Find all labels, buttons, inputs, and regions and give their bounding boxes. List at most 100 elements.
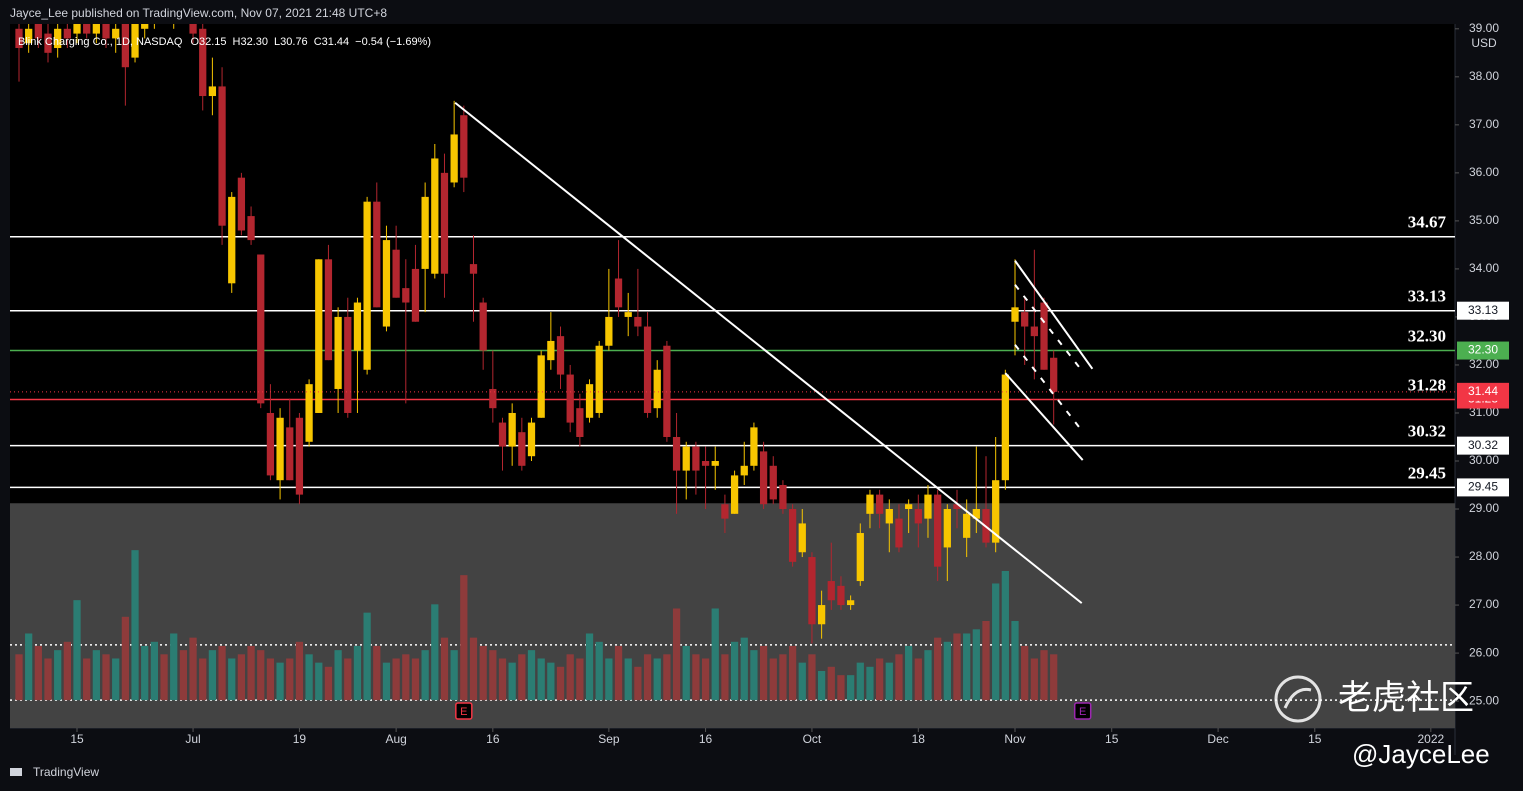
candle-body [402, 288, 410, 303]
volume-bar [605, 658, 613, 701]
level-box-label: 32.30 [1468, 343, 1498, 357]
volume-bar [769, 658, 777, 701]
candle-body [218, 86, 226, 226]
volume-bar [208, 650, 217, 701]
volume-bar [353, 645, 362, 701]
trendline [454, 101, 1083, 604]
y-tick-label: 31.00 [1469, 405, 1499, 419]
y-tick-label: 27.00 [1469, 597, 1499, 611]
watermark: 老虎社区 [1338, 679, 1474, 717]
legend-item: O32.15 [190, 36, 226, 48]
volume-bar [402, 654, 410, 701]
candle-body [489, 388, 497, 409]
candle-body [382, 240, 391, 327]
volume-bar [150, 641, 159, 701]
x-tick-label: 2022 [1417, 732, 1444, 746]
candle-body [344, 316, 352, 413]
candle-body [34, 24, 42, 39]
level-box-label: 33.13 [1468, 303, 1498, 317]
candle-body [1021, 312, 1029, 327]
volume-bar [363, 612, 371, 701]
volume-bar [315, 662, 323, 701]
candle-body [112, 28, 120, 39]
candle-body [257, 254, 265, 404]
candle-body [798, 523, 806, 553]
level-label: 29.45 [1408, 463, 1446, 482]
volume-bar [179, 650, 188, 701]
level-box [1457, 301, 1509, 320]
candle-body [247, 216, 255, 241]
candle-body [672, 436, 681, 471]
volume-bar [518, 654, 526, 701]
volume-bar [817, 670, 826, 701]
volume-bar [218, 645, 226, 701]
candle-body [73, 24, 81, 34]
candle-body [295, 417, 304, 495]
volume-bar [682, 645, 690, 701]
volume-bar [672, 608, 681, 701]
volume-bar [856, 662, 864, 701]
candle-body [1040, 302, 1048, 370]
volume-bar [837, 675, 845, 701]
volume-bar [131, 550, 139, 701]
earnings-label: E [1079, 706, 1086, 718]
level-box [1457, 478, 1509, 497]
candle-body [315, 259, 323, 413]
volume-bar [305, 654, 313, 701]
volume-bar [556, 666, 565, 701]
volume-bar [92, 650, 100, 701]
candle-body [905, 504, 913, 510]
candle-body [653, 369, 661, 409]
candle-body [237, 177, 246, 231]
x-tick-label: Sep [598, 732, 620, 746]
candle-body [750, 427, 758, 466]
candle-body [711, 460, 719, 466]
volume-bar [537, 658, 545, 701]
candle-body [953, 504, 961, 510]
volume-bar [721, 654, 729, 701]
volume-bar [788, 645, 797, 701]
legend-item: L30.76 [274, 36, 308, 48]
volume-bar [34, 645, 42, 701]
level-box-label: 29.45 [1468, 480, 1498, 494]
candle-body [556, 336, 565, 375]
candle-body [518, 432, 526, 466]
volume-bar [257, 650, 265, 701]
candle-body [817, 605, 826, 625]
volume-bar [324, 666, 333, 701]
candle-body [963, 513, 971, 538]
x-tick-label: 15 [70, 732, 84, 746]
candle-body [643, 326, 652, 413]
volume-bar [83, 658, 91, 701]
candle-body [228, 196, 236, 284]
volume-bar [199, 658, 207, 701]
volume-bar [663, 654, 671, 701]
candle-body [740, 465, 748, 476]
volume-bar [15, 654, 23, 701]
volume-bar [121, 616, 129, 701]
candle-body [721, 504, 729, 519]
tv-logo [10, 768, 22, 776]
candle-body [992, 480, 1000, 543]
volume-bar [953, 633, 961, 701]
volume-bar [576, 658, 584, 701]
plot [10, 24, 1455, 728]
price-box-label: 31.44 [1468, 384, 1498, 398]
trendline [1014, 344, 1084, 433]
x-tick-label: 16 [699, 732, 713, 746]
volume-bar [866, 666, 874, 701]
candle-body [373, 201, 381, 308]
candle-body [121, 24, 129, 68]
y-tick-label: 26.00 [1469, 645, 1499, 659]
volume-bar [779, 654, 787, 701]
candle-body [943, 509, 951, 548]
volume-bar [992, 583, 1000, 701]
candle-body [440, 172, 449, 274]
volume-bar [344, 658, 352, 701]
trendline [1014, 284, 1084, 373]
candle-body [779, 485, 787, 510]
volume-bar [228, 658, 236, 701]
volume-bar [808, 654, 816, 701]
volume-bar [160, 654, 168, 701]
